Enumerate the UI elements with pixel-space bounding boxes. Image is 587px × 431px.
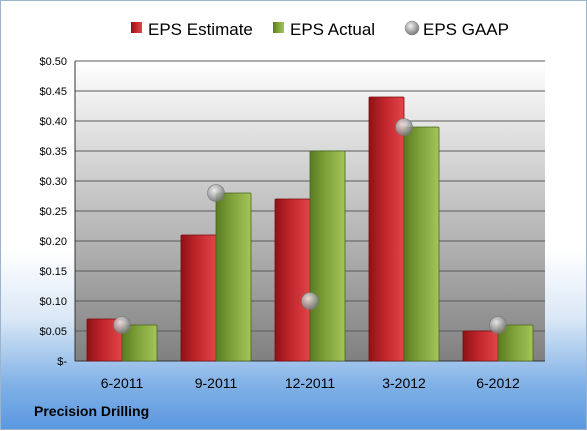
y-tick-label: $0.30 (39, 176, 67, 188)
marker-eps-gaap (395, 118, 413, 136)
x-tick-label: 6-2012 (476, 375, 520, 391)
marker-eps-gaap (113, 316, 131, 334)
y-tick-label: $0.25 (39, 206, 67, 218)
y-axis: $- $0.05 $0.10 $0.15 $0.20 $0.25 $0.30 $0.35 $0.… (39, 56, 76, 368)
legend-item: EPS Actual (273, 20, 375, 39)
legend-item: EPS GAAP (404, 20, 509, 39)
marker-eps-gaap (207, 184, 225, 202)
bar-eps-estimate (368, 96, 405, 362)
bar-eps-actual (121, 324, 158, 362)
bar-eps-estimate (274, 198, 311, 362)
y-tick-label: $0.15 (39, 266, 67, 278)
y-tick-label: $0.50 (39, 56, 67, 68)
legend-item: EPS Estimate (131, 20, 253, 39)
legend-swatch (273, 22, 284, 33)
x-tick-label: 9-2011 (195, 375, 238, 391)
y-tick-label: $0.05 (39, 326, 67, 338)
legend-swatch (131, 22, 142, 33)
bars (86, 96, 534, 362)
y-tick-label: $0.35 (39, 146, 67, 158)
y-tick-label: $0.45 (39, 86, 67, 98)
y-tick-label: $0.20 (39, 236, 67, 248)
legend-label: EPS GAAP (423, 20, 509, 39)
legend-swatch (404, 20, 420, 36)
y-tick-label: $0.10 (39, 296, 67, 308)
bar-eps-actual (309, 150, 346, 362)
x-tick-label: 12-2011 (285, 375, 336, 391)
marker-eps-gaap (489, 316, 507, 334)
bar-eps-estimate (180, 234, 217, 362)
x-tick-label: 3-2012 (382, 375, 426, 391)
x-axis: 6-2011 9-2011 12-2011 3-2012 6-2012 (75, 360, 545, 391)
bar-eps-actual (403, 126, 440, 362)
y-tick-label: $- (57, 356, 67, 368)
bar-eps-estimate (462, 330, 499, 362)
company-name: Precision Drilling (34, 403, 150, 419)
x-tick-label: 6-2011 (101, 375, 144, 391)
bar-eps-actual (215, 192, 252, 362)
y-tick-label: $0.40 (39, 116, 67, 128)
bar-eps-actual (497, 324, 534, 362)
legend: EPS Estimate EPS Actual EPS GAAP (131, 20, 509, 39)
marker-eps-gaap (301, 292, 319, 310)
legend-label: EPS Actual (290, 20, 375, 39)
gaap-markers (113, 118, 507, 334)
legend-label: EPS Estimate (148, 20, 253, 39)
